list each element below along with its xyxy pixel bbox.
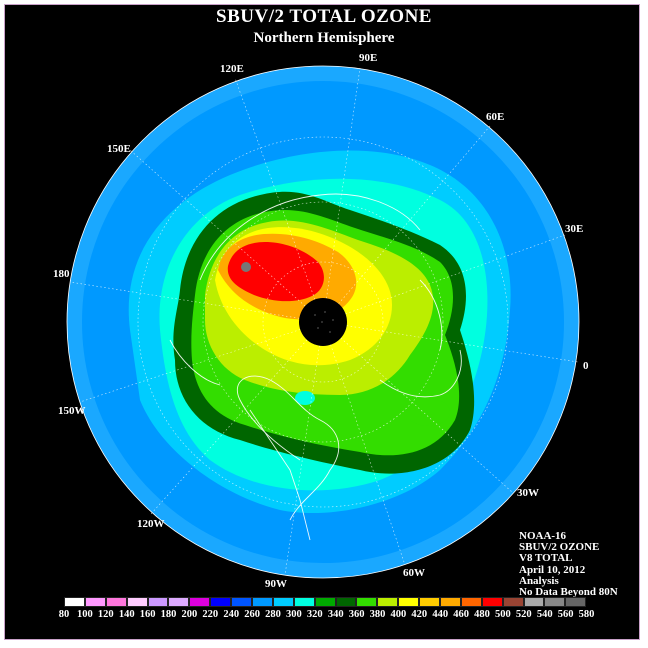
colorbar-tick-label: 140 [118, 609, 135, 620]
lon-label-150w: 150W [58, 405, 86, 417]
colorbar-tick-label: 560 [557, 609, 574, 620]
colorbar-tick-label: 520 [515, 609, 532, 620]
lon-label-60w: 60W [403, 567, 425, 579]
colorbar-swatch [105, 597, 127, 607]
colorbar-swatch [272, 597, 294, 607]
colorbar-tick-label: 340 [327, 609, 344, 620]
colorbar-tick-label: 200 [181, 609, 198, 620]
colorbar-tick-label: 440 [432, 609, 449, 620]
map-title: SBUV/2 TOTAL OZONE [216, 6, 432, 27]
colorbar-swatch [293, 597, 315, 607]
colorbar-tick-label: 420 [411, 609, 428, 620]
map-subtitle: Northern Hemisphere [253, 30, 395, 46]
lon-label-90w: 90W [265, 578, 287, 590]
info-instrument: SBUV/2 OZONE [519, 541, 600, 554]
colorbar-tick-label: 320 [306, 609, 323, 620]
colorbar-swatch [377, 597, 399, 607]
colorbar-swatch [252, 597, 273, 607]
colorbar-ticks: 80 100 120 140 160 180 200 220 240 260 280 300 320 34… [0, 609, 648, 623]
lon-label-0: 0 [583, 360, 589, 372]
colorbar-swatch [64, 597, 85, 607]
info-satellite: NOAA-16 [519, 530, 567, 542]
colorbar-tick-label: 380 [369, 609, 386, 620]
colorbar-swatch [481, 597, 503, 607]
lon-label-90e: 90E [359, 52, 378, 64]
colorbar-tick-label: 460 [453, 609, 469, 620]
colorbar-tick-label: 280 [265, 609, 281, 620]
colorbar-swatch [356, 597, 378, 607]
colorbar-swatch [314, 597, 336, 607]
colorbar [64, 597, 587, 607]
globe-outline [66, 65, 580, 579]
colorbar-tick-label: 540 [536, 609, 553, 620]
colorbar-tick-label: 240 [223, 609, 240, 620]
lon-label-120w: 120W [137, 518, 165, 530]
colorbar-swatch [84, 597, 106, 607]
info-note: No Data Beyond 80N [519, 586, 618, 599]
colorbar-tick-label: 500 [495, 609, 511, 620]
colorbar-tick-label: 360 [348, 609, 365, 620]
colorbar-swatch [565, 597, 587, 607]
colorbar-swatch [502, 597, 524, 607]
colorbar-swatch [147, 597, 169, 607]
colorbar-tick-label: 120 [97, 609, 114, 620]
polar-no-data-dots [314, 311, 334, 333]
colorbar-swatch [460, 597, 482, 607]
colorbar-swatch [398, 597, 420, 607]
colorbar-tick-label: 300 [286, 609, 302, 620]
region-aqua-patch [295, 391, 315, 405]
lon-label-60e: 60E [486, 111, 505, 123]
lon-label-120e: 120E [220, 63, 244, 75]
colorbar-swatch [231, 597, 253, 607]
region-red [227, 242, 324, 302]
colorbar-tick-label: 220 [202, 609, 219, 620]
polar-no-data [299, 298, 347, 346]
colorbar-tick-label: 80 [58, 609, 70, 620]
coastlines [169, 193, 462, 541]
colorbar-tick-label: 580 [578, 609, 595, 620]
colorbar-tick-label: 260 [244, 609, 260, 620]
lon-label-30e: 30E [565, 223, 584, 235]
graticule [69, 67, 579, 576]
colorbar-tick-label: 180 [160, 609, 177, 620]
info-block: NOAA-16 SBUV/2 OZONE V8 TOTAL April 10, … [519, 530, 618, 599]
info-date: April 10, 2012 [519, 563, 586, 576]
colorbar-swatch [335, 597, 357, 607]
colorbar-swatch [419, 597, 441, 607]
colorbar-swatch [210, 597, 232, 607]
colorbar-swatch [189, 597, 211, 607]
colorbar-tick-label: 160 [139, 609, 156, 620]
lon-label-150e: 150E [107, 143, 131, 155]
colorbar-tick-label: 100 [77, 609, 93, 620]
region-green-patch [406, 398, 450, 426]
lon-label-30w: 30W [517, 487, 539, 499]
lon-label-180: 180 [53, 268, 70, 280]
info-version: V8 TOTAL [519, 552, 573, 565]
colorbar-swatch [523, 597, 545, 607]
colorbar-swatch [440, 597, 461, 607]
region-peak-dot [241, 262, 251, 272]
colorbar-tick-label: 480 [474, 609, 490, 620]
colorbar-swatch [126, 597, 148, 607]
info-product: Analysis [519, 574, 559, 587]
colorbar-swatch [168, 597, 190, 607]
colorbar-swatch [544, 597, 566, 607]
colorbar-tick-label: 400 [390, 609, 407, 620]
